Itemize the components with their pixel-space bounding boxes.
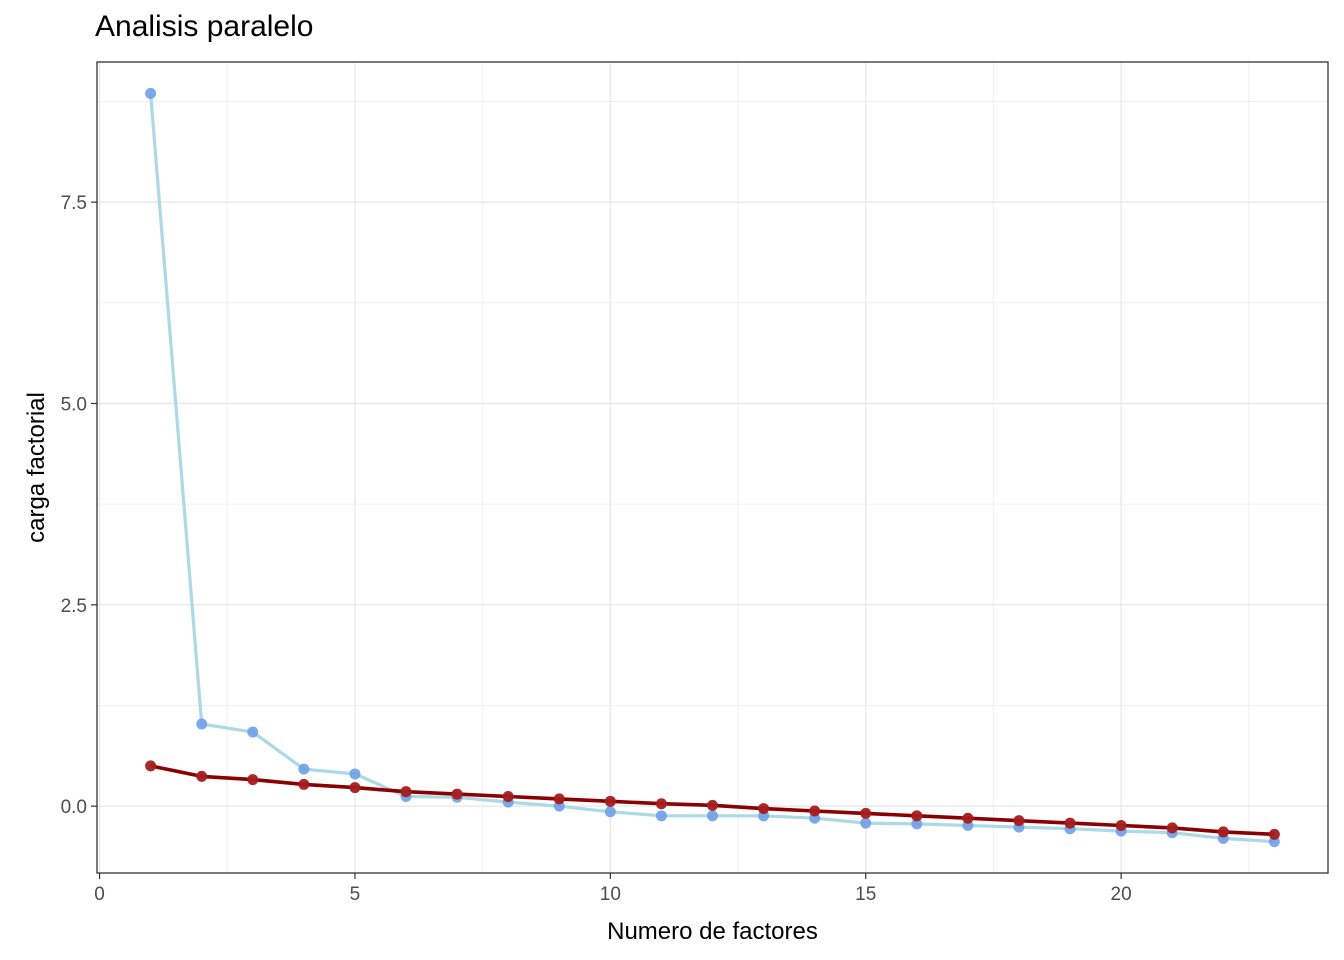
data-point-s2 [911,810,923,822]
data-point-s1 [911,818,923,830]
data-point-s2 [604,795,616,807]
data-point-s1 [196,718,208,730]
data-point-s2 [962,812,974,824]
data-point-s1 [145,87,157,99]
data-point-s1 [655,810,667,822]
data-point-s2 [298,778,310,790]
plot-border [96,61,1329,874]
data-point-s2 [349,782,361,794]
data-point-s2 [707,799,718,811]
data-point-s2 [655,798,667,810]
data-point-s1 [604,806,616,818]
x-tick-label: 15 [855,884,876,905]
x-tick-label: 20 [1111,884,1132,905]
y-axis-title: carga factorial [23,392,50,543]
x-tick-label: 5 [350,884,361,905]
data-point-s2 [1268,828,1280,840]
data-point-s2 [1013,815,1025,827]
data-point-s1 [707,810,718,822]
y-tick-label: 5.0 [61,394,87,415]
data-point-s2 [1064,817,1076,829]
data-point-s2 [145,760,157,772]
data-point-s2 [553,793,565,805]
data-point-s2 [1115,819,1127,831]
data-point-s1 [298,763,310,775]
x-tick-label: 10 [600,884,621,905]
data-point-s1 [860,817,872,829]
data-point-s2 [1217,826,1229,838]
data-point-s2 [451,788,463,800]
x-tick-label: 0 [94,884,105,905]
data-point-s2 [1166,822,1178,834]
data-point-s1 [349,768,361,780]
data-point-s2 [809,805,821,817]
chart-title: Analisis paralelo [95,10,314,43]
data-point-s2 [502,790,514,802]
data-point-s2 [400,786,412,798]
data-point-s2 [758,803,770,815]
x-axis-title: Numero de factores [607,918,818,945]
y-tick-label: 7.5 [61,193,87,214]
data-point-s2 [247,774,259,786]
plot-panel [97,62,1328,873]
y-tick-label: 2.5 [61,596,87,617]
data-point-s2 [196,770,208,782]
data-point-s1 [247,726,259,738]
data-point-s2 [860,807,872,819]
y-tick-label: 0.0 [61,797,87,818]
